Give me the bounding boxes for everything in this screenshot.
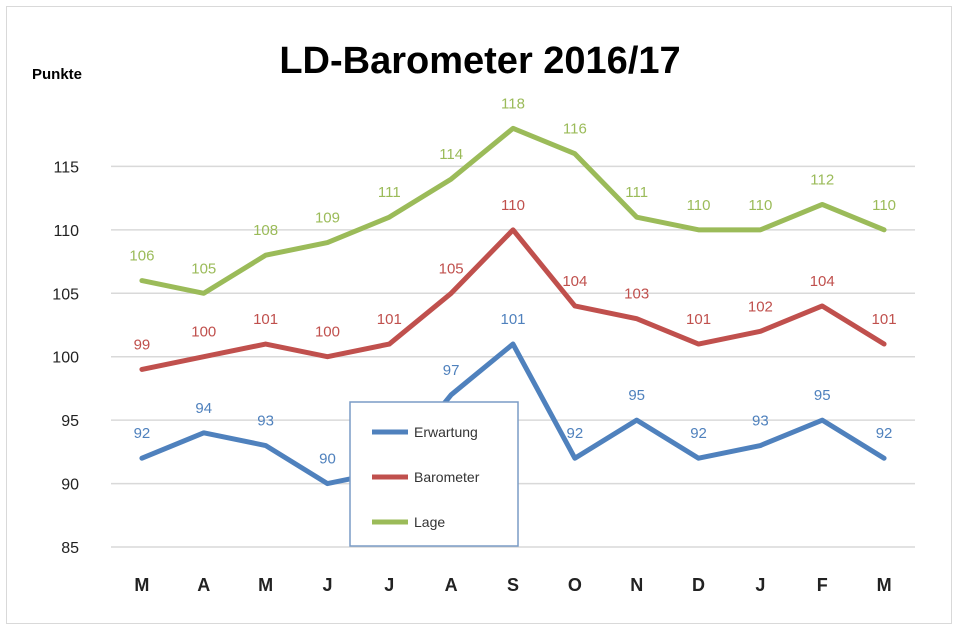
data-labels: 9294939091971019295929395929910010110010… bbox=[129, 95, 896, 467]
data-label-barometer: 101 bbox=[686, 311, 711, 328]
series-line-erwartung bbox=[139, 341, 887, 487]
data-label-barometer: 103 bbox=[624, 286, 649, 303]
series-line-lage bbox=[139, 125, 887, 296]
data-label-lage: 110 bbox=[748, 197, 772, 214]
x-tick-label: F bbox=[817, 575, 828, 595]
data-label-erwartung: 92 bbox=[134, 425, 151, 442]
y-tick-label: 105 bbox=[52, 286, 79, 303]
data-label-lage: 110 bbox=[872, 197, 896, 214]
legend-entry-lage: Lage bbox=[414, 514, 445, 530]
line-chart: LD-Barometer 2016/17 Punkte 85 90 95 100 105… bbox=[32, 40, 915, 595]
data-label-erwartung: 92 bbox=[876, 425, 893, 442]
chart-title: LD-Barometer 2016/17 bbox=[279, 40, 680, 82]
series-line-barometer bbox=[139, 227, 887, 372]
x-tick-label: M bbox=[877, 575, 892, 595]
data-label-erwartung: 95 bbox=[814, 387, 831, 404]
data-label-lage: 111 bbox=[625, 184, 648, 201]
data-label-erwartung: 101 bbox=[500, 311, 525, 328]
data-label-lage: 116 bbox=[563, 121, 587, 138]
data-label-lage: 110 bbox=[687, 197, 711, 214]
legend-entry-barometer: Barometer bbox=[414, 469, 480, 485]
chart-frame: LD-Barometer 2016/17 Punkte 85 90 95 100 105… bbox=[6, 6, 952, 624]
data-label-erwartung: 92 bbox=[567, 425, 584, 442]
x-tick-label: N bbox=[630, 575, 643, 595]
y-axis-label: Punkte bbox=[32, 66, 82, 83]
data-label-barometer: 105 bbox=[439, 260, 464, 277]
data-label-barometer: 101 bbox=[872, 311, 897, 328]
y-tick-label: 115 bbox=[53, 159, 79, 176]
data-label-barometer: 100 bbox=[191, 324, 216, 341]
data-label-barometer: 101 bbox=[377, 311, 402, 328]
x-tick-label: O bbox=[568, 575, 582, 595]
data-label-erwartung: 92 bbox=[690, 425, 707, 442]
data-label-barometer: 100 bbox=[315, 324, 340, 341]
data-label-erwartung: 94 bbox=[195, 400, 212, 417]
data-label-barometer: 99 bbox=[134, 336, 151, 353]
data-label-barometer: 110 bbox=[501, 197, 525, 214]
y-tick-label: 95 bbox=[61, 413, 79, 430]
y-tick-label: 110 bbox=[53, 223, 79, 240]
data-label-lage: 105 bbox=[191, 260, 216, 277]
data-label-erwartung: 93 bbox=[257, 413, 274, 430]
y-tick-label: 90 bbox=[61, 477, 79, 494]
x-tick-label: A bbox=[197, 575, 210, 595]
data-label-lage: 109 bbox=[315, 210, 340, 227]
x-tick-label: M bbox=[258, 575, 273, 595]
y-tick-labels: 85 90 95 100 105 110 115 bbox=[52, 159, 79, 557]
data-label-erwartung: 90 bbox=[319, 451, 336, 468]
x-tick-label: J bbox=[384, 575, 394, 595]
x-tick-label: M bbox=[134, 575, 149, 595]
y-tick-label: 100 bbox=[52, 350, 79, 367]
x-tick-label: A bbox=[445, 575, 458, 595]
data-label-erwartung: 97 bbox=[443, 362, 460, 379]
data-label-lage: 111 bbox=[378, 184, 401, 201]
data-label-lage: 108 bbox=[253, 222, 278, 239]
series-lines bbox=[139, 125, 887, 487]
y-tick-label: 85 bbox=[61, 540, 79, 557]
data-label-lage: 118 bbox=[501, 95, 525, 112]
data-label-barometer: 104 bbox=[810, 273, 835, 290]
data-label-barometer: 104 bbox=[562, 273, 587, 290]
x-tick-label: J bbox=[755, 575, 765, 595]
legend: Erwartung Barometer Lage bbox=[349, 401, 519, 547]
data-label-lage: 112 bbox=[810, 171, 834, 188]
data-label-erwartung: 93 bbox=[752, 413, 769, 430]
data-label-barometer: 102 bbox=[748, 298, 773, 315]
x-tick-label: D bbox=[692, 575, 705, 595]
x-tick-label: S bbox=[507, 575, 519, 595]
data-label-lage: 106 bbox=[129, 248, 154, 265]
x-tick-label: J bbox=[322, 575, 332, 595]
data-label-lage: 114 bbox=[439, 146, 463, 163]
data-label-erwartung: 95 bbox=[628, 387, 645, 404]
data-label-barometer: 101 bbox=[253, 311, 278, 328]
legend-entry-erwartung: Erwartung bbox=[414, 424, 478, 440]
